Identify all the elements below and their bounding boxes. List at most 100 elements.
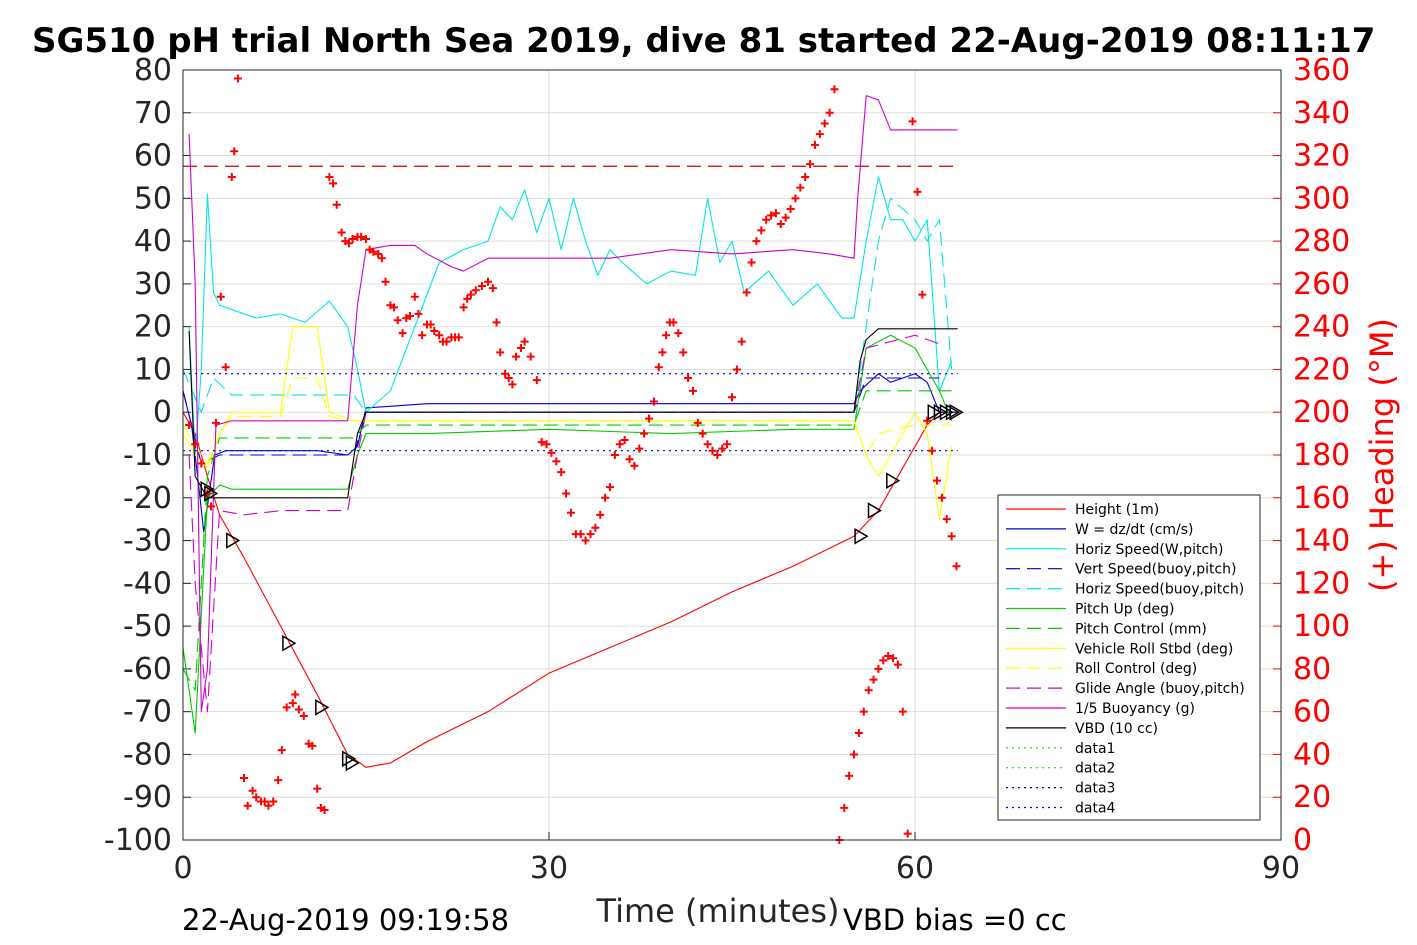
heading-point — [288, 699, 297, 708]
heading-point — [893, 660, 902, 669]
heading-point — [185, 421, 194, 430]
heading-point — [810, 140, 819, 149]
series-roll-control-deg — [182, 377, 952, 465]
heading-point — [466, 290, 475, 299]
heading-point — [620, 436, 629, 445]
y-tick-label: -70 — [123, 695, 172, 730]
series-height-1m — [182, 411, 958, 768]
heading-point — [430, 326, 439, 335]
heading-point — [488, 284, 497, 293]
heading-point — [635, 444, 644, 453]
heading-point — [718, 444, 727, 453]
triangle-marker — [341, 750, 357, 768]
right-y-tick-label: 140 — [1293, 524, 1350, 559]
x-tick-label: 60 — [896, 851, 934, 886]
y-tick-label: -10 — [123, 438, 172, 473]
plot-frame — [182, 69, 1282, 841]
right-y-tick-label: 120 — [1293, 566, 1350, 601]
heading-point — [684, 374, 693, 382]
y-tick-label: 50 — [134, 181, 172, 216]
series-w-dz-dt-cm-s — [182, 373, 958, 533]
heading-point — [918, 290, 927, 299]
heading-point — [679, 348, 688, 357]
y-tick-label: -50 — [123, 609, 172, 644]
legend-entry-label: Glide Angle (buoy,pitch) — [1075, 681, 1245, 697]
heading-point — [501, 369, 510, 378]
heading-point — [329, 179, 338, 188]
heading-point — [874, 664, 883, 673]
heading-point — [435, 331, 444, 340]
heading-point — [393, 316, 402, 325]
heading-point — [825, 108, 834, 117]
heading-point — [504, 374, 513, 382]
footer-vbd-bias: VBD bias =0 cc — [843, 903, 1067, 937]
heading-point — [405, 311, 414, 320]
heading-point — [442, 337, 451, 346]
heading-point — [197, 459, 206, 468]
heading-point — [526, 352, 535, 361]
legend-entry-label: Horiz Speed(buoy,pitch) — [1075, 582, 1244, 598]
legend-entry-label: Horiz Speed(W,pitch) — [1075, 542, 1223, 558]
x-tick-label: 90 — [1262, 851, 1300, 886]
heading-point — [313, 784, 322, 793]
heading-point — [581, 536, 590, 545]
heading-point — [426, 320, 435, 329]
heading-point — [698, 429, 707, 438]
legend-entry-label: Height (1m) — [1075, 502, 1159, 518]
heading-point — [662, 331, 671, 340]
heading-point — [348, 234, 357, 243]
heading-point — [260, 797, 269, 806]
legend-entry-label: data1 — [1075, 741, 1115, 757]
heading-point — [952, 562, 961, 571]
right-y-tick-label: 240 — [1293, 310, 1350, 345]
heading-point — [913, 187, 922, 196]
triangle-marker — [226, 532, 241, 549]
y-tick-label: 60 — [134, 139, 172, 174]
heading-point — [248, 786, 257, 795]
series-pitch-control-mm — [182, 390, 952, 691]
heading-point — [277, 746, 286, 755]
heading-point — [216, 292, 225, 301]
heading-point — [516, 344, 525, 353]
heading-point — [708, 446, 717, 455]
triangle-marker — [345, 754, 360, 772]
heading-point — [610, 451, 619, 459]
heading-point — [418, 331, 427, 340]
heading-point — [264, 801, 273, 810]
y-tick-label: -40 — [123, 566, 172, 601]
right-y-tick-label: 60 — [1293, 695, 1331, 730]
plot-area — [182, 74, 964, 844]
right-y-tick-label: 260 — [1293, 267, 1350, 302]
heading-point — [903, 829, 912, 838]
heading-point — [942, 515, 951, 524]
heading-point — [757, 226, 766, 235]
heading-point — [512, 352, 521, 361]
heading-point — [596, 510, 605, 519]
heading-point — [767, 211, 776, 220]
heading-point — [398, 329, 407, 338]
heading-point — [830, 85, 839, 94]
y-tick-label: 40 — [134, 224, 172, 259]
y-tick-label: 20 — [134, 310, 172, 345]
heading-point — [728, 393, 736, 402]
heading-point — [703, 440, 712, 449]
heading-point — [191, 440, 200, 449]
heading-point — [947, 532, 956, 541]
heading-point — [294, 705, 303, 714]
heading-point — [299, 711, 308, 720]
heading-point — [908, 117, 917, 126]
right-y-tick-label: 0 — [1293, 823, 1312, 858]
heading-point — [723, 440, 732, 449]
heading-point — [414, 309, 423, 318]
heading-point — [801, 172, 810, 181]
heading-point — [471, 286, 480, 295]
legend-entry-label: VBD (10 cc) — [1075, 721, 1158, 737]
heading-point — [732, 365, 741, 374]
heading-point — [889, 654, 898, 663]
heading-point — [537, 438, 546, 447]
heading-point — [552, 457, 561, 466]
series-glide-angle-buoy-pitch — [188, 334, 940, 713]
heading-point — [227, 172, 236, 181]
heading-point — [484, 277, 492, 286]
heading-point — [233, 74, 242, 83]
